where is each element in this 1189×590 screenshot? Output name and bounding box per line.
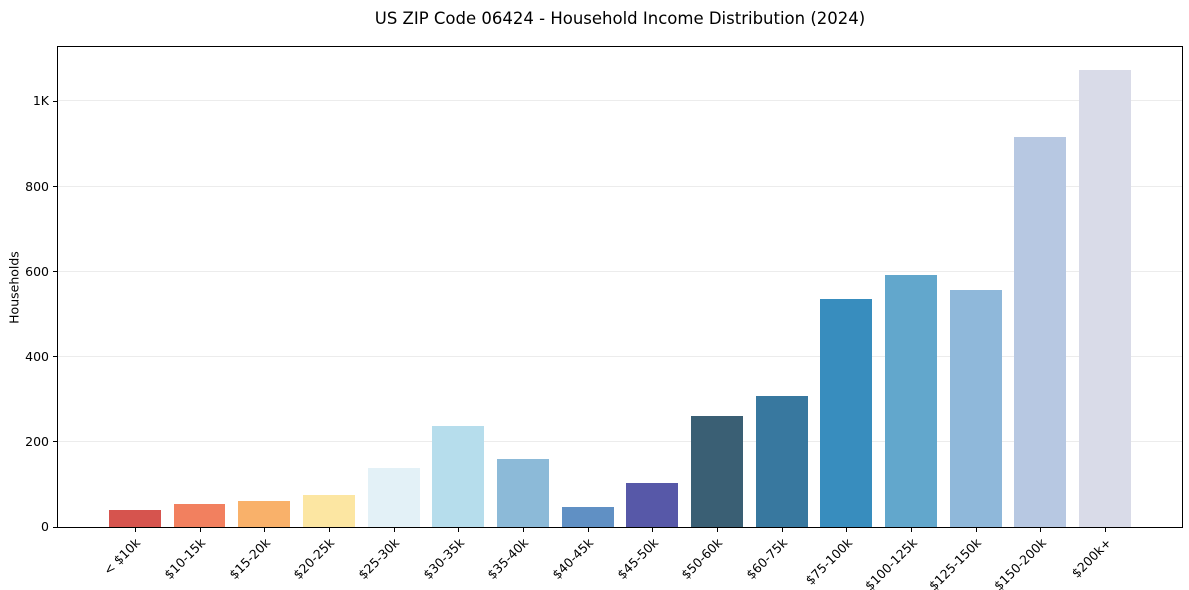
bar bbox=[691, 416, 743, 527]
bar bbox=[173, 504, 226, 527]
x-tick-mark bbox=[781, 528, 783, 532]
gridline bbox=[58, 355, 1182, 357]
bar bbox=[885, 275, 937, 527]
bar bbox=[1079, 69, 1131, 527]
y-tick-mark bbox=[53, 526, 57, 528]
bar bbox=[820, 299, 873, 527]
x-tick-mark bbox=[1105, 528, 1107, 532]
bar bbox=[949, 290, 1002, 527]
y-tick-label: 400 bbox=[25, 348, 49, 364]
x-tick-mark bbox=[1040, 528, 1042, 532]
x-tick-mark bbox=[975, 528, 977, 532]
y-tick-mark bbox=[53, 100, 57, 102]
x-tick-mark bbox=[134, 528, 136, 532]
x-tick-mark bbox=[522, 528, 524, 532]
bar bbox=[497, 458, 549, 527]
chart-title: US ZIP Code 06424 - Household Income Dis… bbox=[374, 9, 866, 28]
x-tick-mark bbox=[911, 528, 913, 532]
bar bbox=[755, 396, 808, 527]
x-tick-mark bbox=[652, 528, 654, 532]
x-tick-mark bbox=[264, 528, 266, 532]
bar bbox=[1014, 137, 1067, 527]
x-tick-mark bbox=[846, 528, 848, 532]
y-tick-label: 0 bbox=[41, 519, 49, 534]
x-tick-mark bbox=[717, 528, 718, 532]
y-tick-label: 800 bbox=[25, 178, 49, 194]
gridline bbox=[58, 185, 1182, 187]
y-tick-label: 200 bbox=[25, 433, 49, 449]
gridline bbox=[58, 100, 1182, 102]
y-tick-label: 1K bbox=[32, 93, 49, 109]
x-tick-mark bbox=[328, 528, 330, 532]
bar bbox=[238, 501, 291, 527]
bar bbox=[367, 467, 420, 527]
plot-area bbox=[57, 46, 1183, 528]
gridline bbox=[58, 440, 1182, 442]
gridline bbox=[58, 270, 1182, 272]
y-tick-label: 600 bbox=[25, 263, 49, 279]
y-tick-mark bbox=[53, 186, 57, 188]
y-tick-mark bbox=[53, 441, 57, 443]
x-tick-mark bbox=[587, 528, 589, 532]
y-tick-mark bbox=[53, 356, 57, 358]
bar bbox=[303, 495, 355, 527]
x-tick-mark bbox=[393, 528, 395, 532]
bar bbox=[109, 509, 161, 527]
bar bbox=[626, 483, 679, 527]
bar bbox=[432, 426, 485, 527]
y-tick-mark bbox=[53, 271, 57, 273]
bar bbox=[561, 506, 614, 527]
x-tick-mark bbox=[458, 528, 460, 532]
x-tick-mark bbox=[199, 528, 201, 532]
